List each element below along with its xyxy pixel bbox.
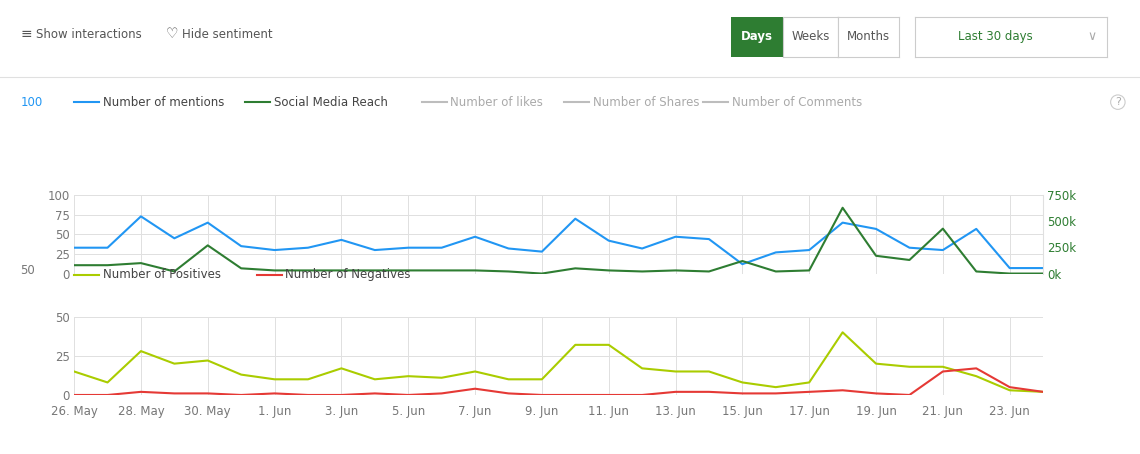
Text: ≡: ≡ [21, 27, 32, 41]
Text: Number of Negatives: Number of Negatives [285, 268, 410, 281]
Text: ♡: ♡ [165, 27, 178, 41]
Text: Weeks: Weeks [791, 30, 830, 43]
Text: ?: ? [1115, 97, 1121, 107]
Text: 50: 50 [21, 264, 35, 276]
Text: Number of Shares: Number of Shares [593, 96, 699, 109]
Text: Number of Comments: Number of Comments [732, 96, 862, 109]
Text: Show interactions: Show interactions [36, 28, 142, 40]
Text: Days: Days [741, 30, 773, 43]
Text: ∨: ∨ [1088, 30, 1097, 43]
Text: Number of mentions: Number of mentions [103, 96, 223, 109]
Text: Number of Positives: Number of Positives [103, 268, 221, 281]
Text: Social Media Reach: Social Media Reach [274, 96, 388, 109]
Text: 100: 100 [21, 96, 43, 109]
Text: Last 30 days: Last 30 days [959, 30, 1033, 43]
Text: Hide sentiment: Hide sentiment [182, 28, 272, 40]
Text: Months: Months [847, 30, 890, 43]
Text: Number of likes: Number of likes [450, 96, 543, 109]
